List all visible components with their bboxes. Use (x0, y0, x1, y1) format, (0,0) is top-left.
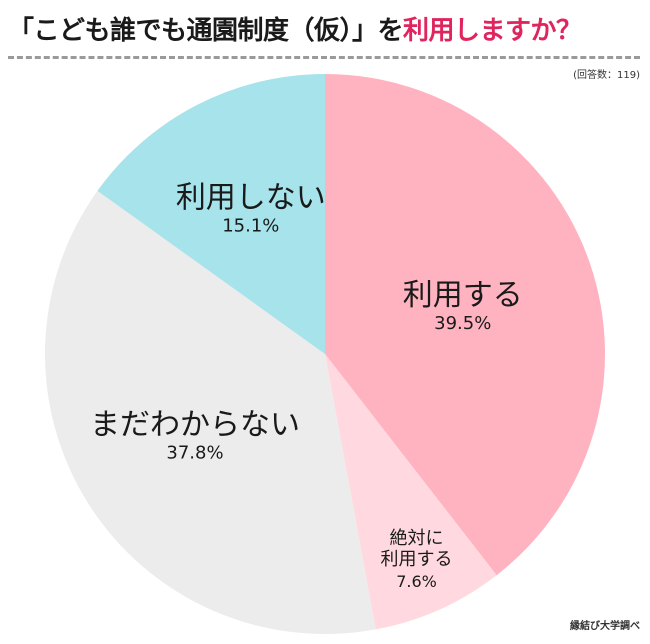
title-prefix: 「こども誰でも通園制度（仮）」を (8, 16, 404, 46)
slice-value-label: 7.6% (396, 572, 437, 591)
pie-slice (325, 74, 605, 576)
respondent-count: (回答数：119) (573, 70, 640, 81)
title-accent: 利用しますか？ (403, 16, 582, 46)
pie-slice (325, 354, 497, 630)
slice-label: 利用しない (176, 181, 326, 216)
chart-title: 「こども誰でも通園制度（仮）」を利用しますか？ (8, 10, 642, 47)
slice-label: 絶対に (390, 528, 444, 549)
slice-label: 利用する (381, 549, 453, 570)
slice-value-label: 37.8% (166, 443, 223, 464)
title-divider (8, 56, 640, 59)
pie-slice (97, 74, 325, 354)
slice-label: まだわからない (90, 408, 300, 443)
pie-slice (44, 190, 376, 634)
source-credit: 縁結び大学調べ (570, 621, 640, 632)
slice-value-label: 15.1% (222, 216, 279, 237)
slice-value-label: 39.5% (434, 313, 491, 334)
slice-label: 利用する (403, 278, 523, 313)
